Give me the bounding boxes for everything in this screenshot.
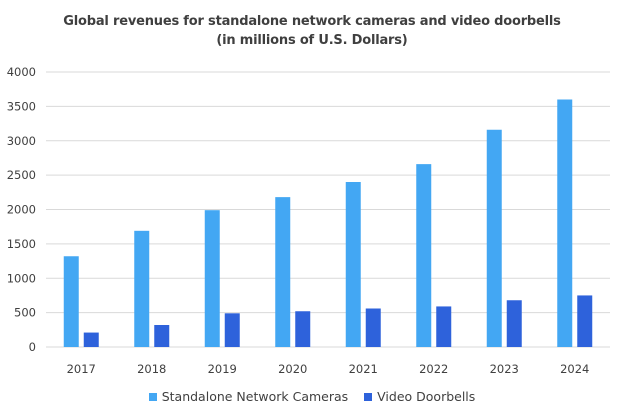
bar-standalone-network-cameras[interactable] [345, 182, 361, 347]
y-tick-label: 3000 [7, 134, 36, 148]
x-tick-label: 2017 [67, 362, 96, 376]
bar-video-doorbells[interactable] [365, 308, 381, 348]
y-tick-label: 1500 [7, 237, 36, 251]
y-tick-label: 4000 [7, 65, 36, 79]
bar-standalone-network-cameras[interactable] [275, 197, 291, 347]
x-tick-label: 2021 [349, 362, 378, 376]
bar-video-doorbells[interactable] [506, 300, 522, 347]
legend: Standalone Network Cameras Video Doorbel… [0, 389, 624, 404]
legend-label: Standalone Network Cameras [161, 389, 349, 404]
x-axis-ticks: 2017 2018 2019 2020 2021 2022 2023 2024 [67, 362, 590, 376]
legend-swatch-cameras [148, 392, 157, 401]
legend-label: Video Doorbells [377, 389, 476, 404]
bars [63, 99, 593, 348]
bar-standalone-network-cameras[interactable] [416, 164, 432, 347]
bar-standalone-network-cameras[interactable] [204, 210, 220, 347]
y-tick-label: 3500 [7, 99, 36, 113]
bar-video-doorbells[interactable] [224, 313, 240, 347]
chart-title: Global revenues for standalone network c… [63, 14, 561, 29]
y-tick-label: 500 [14, 306, 36, 320]
y-tick-label: 0 [29, 340, 36, 354]
x-tick-label: 2019 [208, 362, 237, 376]
x-tick-label: 2020 [278, 362, 307, 376]
bar-video-doorbells[interactable] [83, 332, 99, 347]
x-tick-label: 2018 [137, 362, 166, 376]
bar-video-doorbells[interactable] [577, 295, 593, 347]
y-tick-label: 1000 [7, 271, 36, 285]
bar-video-doorbells[interactable] [295, 311, 311, 347]
chart-subtitle: (in millions of U.S. Dollars) [216, 33, 408, 48]
bar-standalone-network-cameras[interactable] [557, 99, 573, 348]
legend-item-standalone-network-cameras[interactable]: Standalone Network Cameras [148, 389, 349, 404]
bar-standalone-network-cameras[interactable] [63, 256, 79, 347]
y-axis-ticks: 0 500 1000 1500 2000 2500 3000 3500 4000 [7, 65, 36, 354]
x-tick-label: 2024 [560, 362, 589, 376]
bar-standalone-network-cameras[interactable] [134, 230, 150, 347]
y-tick-label: 2500 [7, 168, 36, 182]
bar-video-doorbells[interactable] [436, 306, 452, 347]
gridlines [46, 71, 610, 348]
legend-swatch-doorbells [364, 392, 373, 401]
bar-standalone-network-cameras[interactable] [486, 129, 502, 347]
y-tick-label: 2000 [7, 203, 36, 217]
bar-video-doorbells[interactable] [154, 325, 170, 347]
legend-item-video-doorbells[interactable]: Video Doorbells [364, 389, 475, 404]
x-tick-label: 2022 [419, 362, 448, 376]
x-tick-label: 2023 [490, 362, 519, 376]
